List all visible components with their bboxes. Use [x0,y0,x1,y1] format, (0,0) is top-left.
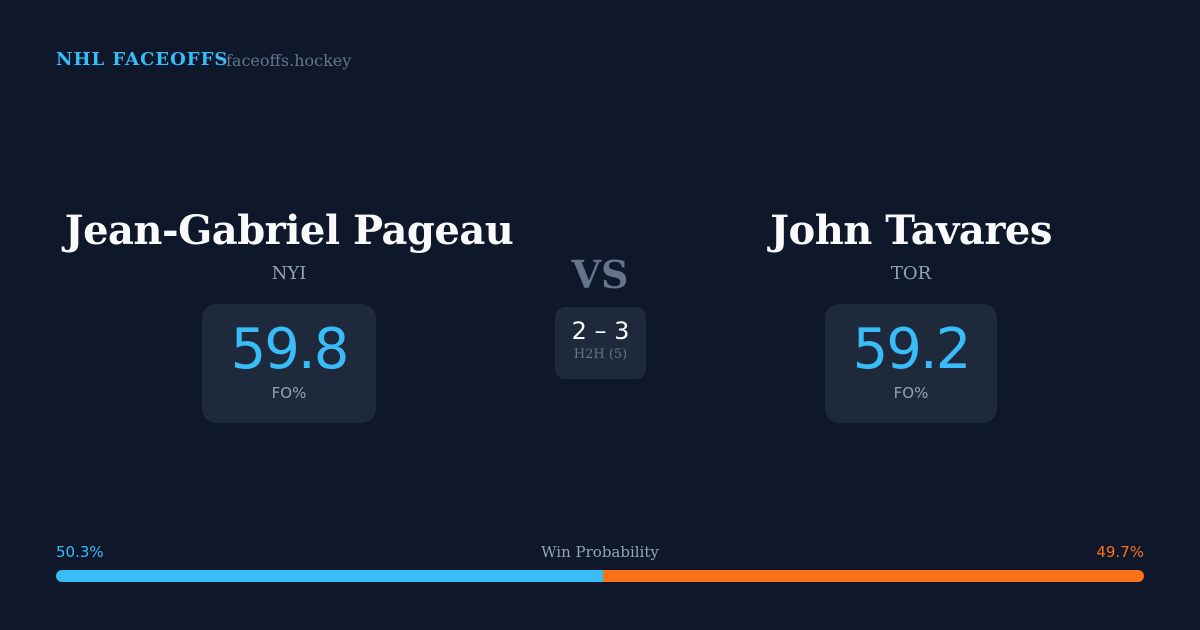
left-probability-fill [56,570,604,582]
site-domain: faceoffs.hockey [226,51,352,70]
faceoff-percentage: 59.2 [852,317,972,382]
faceoff-percentage: 59.8 [230,317,350,382]
faceoff-card: 59.8 FO% [202,304,376,423]
left-player: Jean-Gabriel Pageau NYI 59.8 FO% [39,205,539,423]
faceoff-label: FO% [893,384,929,402]
left-win-probability: 50.3% [56,543,104,561]
h2h-score: 2 – 3 [571,317,630,345]
faceoff-card: 59.2 FO% [825,304,997,423]
win-probability-bar [56,570,1144,582]
head-to-head-card: 2 – 3 H2H (5) [555,307,646,379]
vs-label: VS [571,252,629,297]
player-team: NYI [271,263,307,284]
player-name: Jean-Gabriel Pageau [64,207,514,254]
right-win-probability: 49.7% [1096,543,1144,561]
right-player: John Tavares TOR 59.2 FO% [661,205,1161,423]
win-probability-label: Win Probability [541,543,659,561]
h2h-label: H2H (5) [573,347,628,362]
faceoff-label: FO% [271,384,307,402]
player-team: TOR [890,263,932,284]
player-name: John Tavares [770,207,1052,254]
right-probability-fill [603,570,1144,582]
brand-title: NHL FACEOFFS [56,49,229,70]
